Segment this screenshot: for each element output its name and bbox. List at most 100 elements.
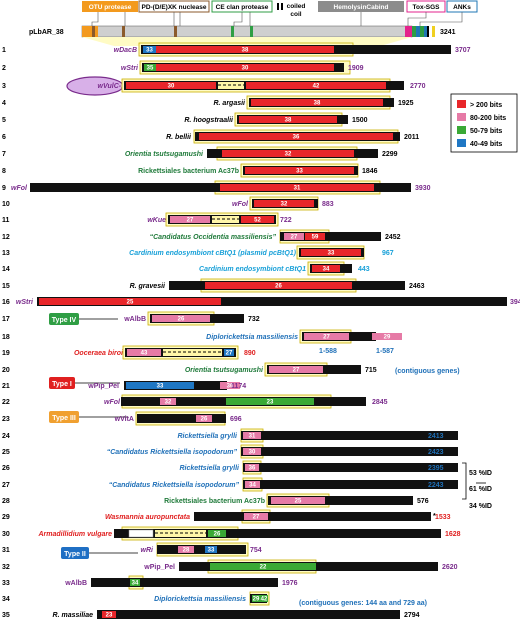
protein-length: 696 [230,416,242,423]
protein-bar [157,545,246,554]
species-label: wVulC-1 [98,83,126,90]
segment-score: 34 [323,267,330,273]
row-8: 8 Rickettsiales bacterium Ac37b 33 1846 [2,163,378,178]
row-number: 20 [2,367,10,374]
ref-ce-marker-b [250,26,253,37]
row-number: 25 [2,449,10,456]
row-number: 1 [2,47,6,54]
species-label: “Candidatus Rickettsiella isopodorum” [109,482,240,489]
segment-score: 32 [165,400,172,406]
segment-score: 35 [147,66,154,72]
ref-otu-domain [82,26,98,37]
protein-length: 1909 [348,65,364,72]
protein-length: 715 [365,367,377,374]
domain-segment [156,46,334,53]
segment-score: 38 [285,118,292,124]
protein-bar [137,414,226,423]
legend-label-80: 80-200 bits [470,115,506,122]
segment-score: 25 [295,499,302,505]
row-number: 14 [2,266,10,273]
domain-segment [226,398,314,405]
coil-label: coil [290,11,301,18]
row-28: 28 Rickettsiales bacterium Ac37b 25 576 [2,493,429,508]
legend-swatch-40 [457,139,466,147]
bracket-label-34: 34 %ID [469,503,492,510]
protein-bar [243,480,458,489]
domain-segment [196,415,212,422]
legend-swatch-200 [457,100,466,108]
row-9: 9 wFol 31 3930 [2,180,431,195]
row-1: 1 wDacB 33 38 3707 [2,42,471,57]
row-number: 29 [2,514,10,521]
protein-length: 2620 [442,564,458,571]
protein-length: 2845 [372,399,388,406]
species-label: Diplorickettsia massiliensis [154,596,246,603]
segment-score: 38 [314,101,321,107]
segment-score: 30 [242,66,249,72]
row-number: 30 [2,531,10,538]
protein-length: 883 [322,201,334,208]
row-24: 24 Rickettsiella grylli 31 2413 [2,428,458,443]
row-2: 2 wStri 35 30 1909 [2,60,364,75]
gap-region [163,349,222,356]
segment-score: 43 [141,351,148,357]
segment-score: 31 [249,434,256,440]
row-number: 35 [2,612,10,619]
species-label: R. gravesii [130,283,166,290]
species-label: Rickettsiella grylli [177,433,238,440]
domain-segment [102,611,116,618]
segment-score: 36 [249,466,256,472]
row-number: 17 [2,316,10,323]
protein-length: 2770 [410,83,426,90]
species-label: wKue [147,217,166,224]
protein-length: 1976 [282,580,298,587]
coiled-coil-swatch-1 [277,3,279,10]
segment-score: 59 [312,235,319,241]
hemolysin-label: HemolysinCabind [334,4,389,11]
protein-length: 722 [280,217,292,224]
segment-score: 30 [249,450,256,456]
domain-segment [220,184,374,191]
protein-length: 3707 [455,47,471,54]
reference-length: 3241 [440,29,456,36]
protein-length: 1846 [362,168,378,175]
segment-score: 42 [313,84,320,90]
row-number: 8 [2,168,6,175]
domain-segment [126,82,216,89]
protein-length: 3930 [415,185,431,192]
row-number: 26 [2,465,10,472]
row-34: 34 Diplorickettsia massiliensis 29 42 [2,591,270,606]
identity-brackets: 53 %ID 61 %ID 34 %ID [462,462,492,510]
domain-segment [239,116,337,123]
protein-length: 2452 [385,234,401,241]
domain-segment [143,46,156,53]
row-number: 7 [2,151,6,158]
gap-region [212,216,239,223]
ref-c-terminal-1 [412,26,416,37]
row-number: 12 [2,234,10,241]
bracket-label-61: 61 %ID [469,486,492,493]
domain-segment [260,595,268,602]
row-22: 22 wFol 32 23 2845 [2,394,388,409]
row-number: 18 [2,334,10,341]
species-label: wStri [121,65,139,72]
reference-name: pLbAR_38 [29,29,64,36]
segment-score: 32 [138,532,145,538]
species-label: Orientia tsutsugamushi [125,151,204,158]
ref-pd-marker-b [122,26,125,37]
domain-segment [210,563,316,570]
range-label-1: 1-588 [319,348,337,355]
row-7: 7 Orientia tsutsugamushi 32 2299 [2,146,398,161]
segment-score: 42 [261,597,268,603]
header-connectors [91,12,463,26]
row-23: 23 wVitA 26 696 [2,411,242,426]
protein-length: 576 [417,498,429,505]
domain-segment [246,82,386,89]
segment-score: 27 [323,335,330,341]
domain-segment [220,382,240,389]
row-number: 10 [2,201,10,208]
row-number: 34 [2,596,10,603]
domain-segment [245,481,260,488]
